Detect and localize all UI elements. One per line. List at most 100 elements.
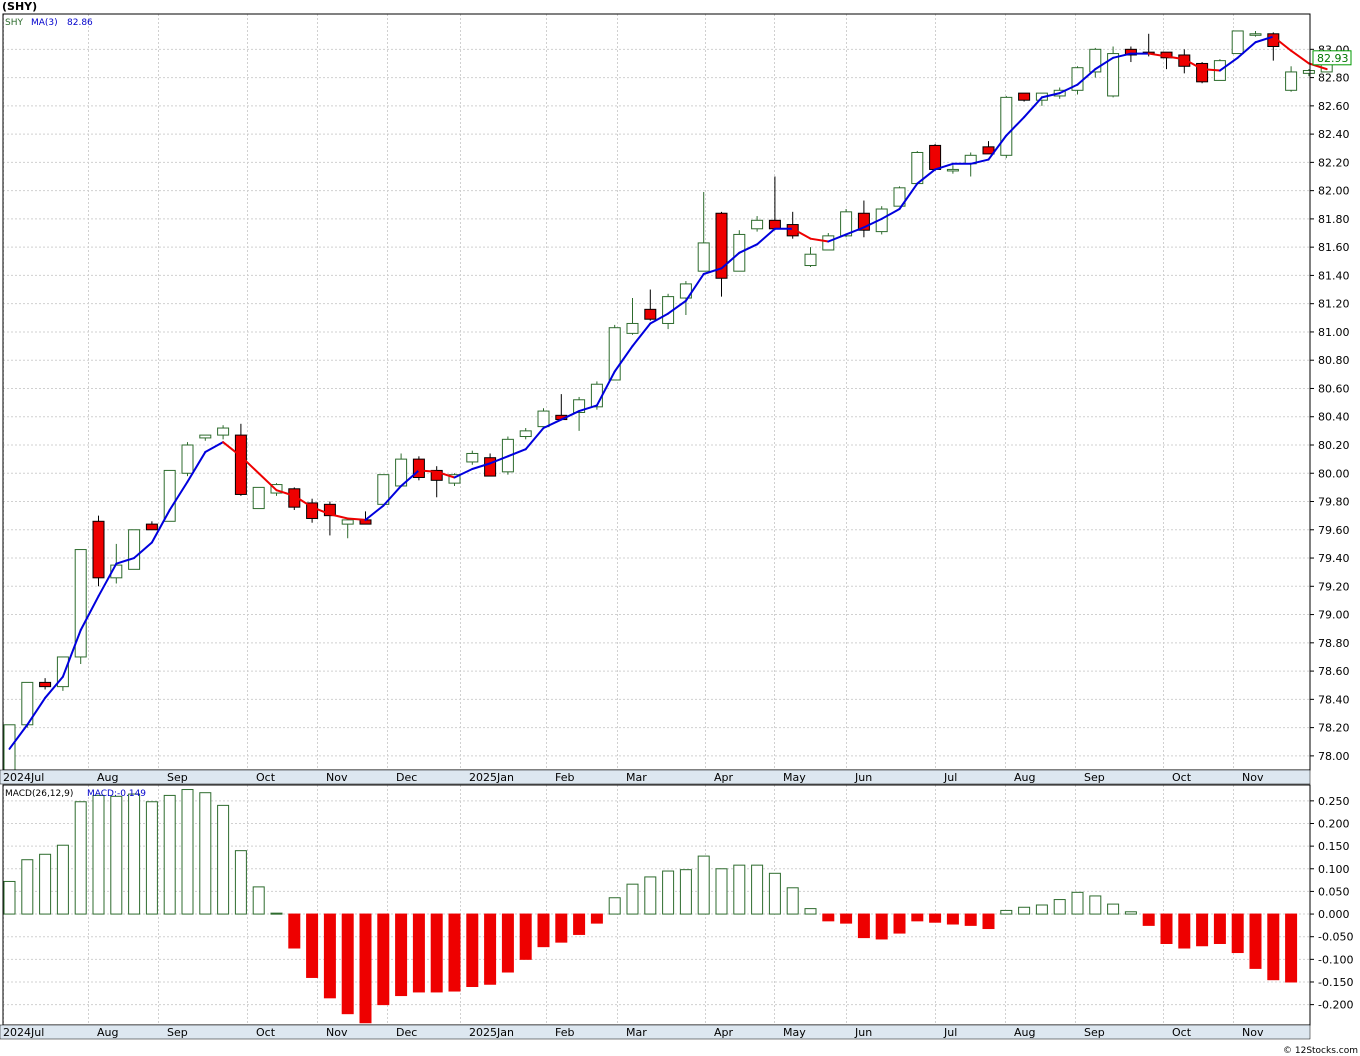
price-tick-label: 82.80 (1318, 72, 1350, 85)
price-tick-label: 79.40 (1318, 552, 1350, 565)
ma-segment (1183, 58, 1204, 71)
x-tick-label: 2024Jul (3, 1026, 44, 1039)
ma-segment (364, 504, 385, 521)
macd-label: MACD(26,12,9) (5, 789, 73, 799)
macd-bar-negative (1196, 913, 1209, 947)
ma-segment (1236, 41, 1257, 59)
ma-segment (133, 541, 153, 560)
x-tick-label: Feb (555, 771, 574, 784)
x-tick-label: Oct (256, 1026, 276, 1039)
candles (3, 30, 1333, 771)
macd-bar-negative (1178, 913, 1191, 949)
ma-segment (1023, 96, 1043, 119)
candle-up (56, 656, 69, 688)
x-tick-label: 2025Jan (469, 771, 514, 784)
ma-segment (738, 243, 759, 254)
candle-up (341, 519, 354, 525)
macd-bar-negative (484, 913, 497, 985)
macd-bar-negative (1142, 913, 1155, 926)
x-tick-label: Mar (626, 771, 647, 784)
price-tick-label: 82.20 (1318, 156, 1350, 169)
candle-down (786, 224, 799, 237)
candle-up (626, 322, 639, 334)
macd-tick-label: 0.050 (1318, 885, 1350, 898)
macd-bar-positive (21, 859, 34, 915)
x-tick-label: Oct (1172, 1026, 1192, 1039)
ma-segment (26, 696, 47, 726)
macd-tick-label: 0.100 (1318, 863, 1350, 876)
price-tick-label: 80.60 (1318, 382, 1350, 395)
macd-bar-negative (1267, 913, 1280, 981)
axes: 78.00 78.20 78.40 78.60 78.80 79.00 79.20 79.40… (0, 13, 1353, 1040)
x-tick-label: Nov (1242, 771, 1264, 784)
candle-down (644, 308, 657, 320)
ma-segment (702, 267, 723, 276)
x-tick-label: Sep (1084, 771, 1105, 784)
ma-segment (791, 227, 812, 240)
price-tick-label: 82.40 (1318, 128, 1350, 141)
ma-segment (898, 182, 919, 211)
candle-down (484, 457, 497, 477)
ma-segment (204, 441, 225, 454)
x-tick-label: Oct (256, 771, 276, 784)
macd-bar-positive (608, 897, 621, 915)
macd-bar-positive (181, 789, 194, 915)
price-grid (3, 14, 1310, 770)
candle-up (1249, 33, 1262, 36)
ma-segment (1218, 56, 1239, 72)
macd-bar-positive (733, 864, 746, 915)
macd-bar-negative (359, 913, 372, 1024)
candle-up (377, 474, 390, 505)
ma-segment (1165, 55, 1186, 61)
candle-down (715, 212, 728, 279)
candle-up (751, 219, 764, 230)
ma-segment (969, 158, 990, 165)
macd-bar-negative (840, 913, 853, 924)
candle-down (1124, 48, 1137, 56)
ma-segment (720, 251, 741, 270)
candle-up (448, 474, 461, 484)
x-tick-label: Jul (943, 1026, 957, 1039)
price-tick-label: 79.20 (1318, 580, 1350, 593)
candle-down (306, 502, 319, 519)
ma-segment (293, 494, 314, 509)
candle-up (74, 549, 87, 658)
macd-bar-negative (1249, 913, 1262, 969)
x-tick-label: Sep (167, 1026, 188, 1039)
price-tick-label: 78.40 (1318, 693, 1350, 706)
ma-segment (827, 233, 848, 243)
x-tick-label: Dec (396, 1026, 417, 1039)
candle-up (163, 469, 176, 522)
candle-up (1107, 53, 1120, 97)
x-tick-label: Mar (626, 1026, 647, 1039)
candle-up (804, 253, 817, 267)
candle-up (1285, 71, 1298, 91)
macd-bar-negative (306, 913, 319, 978)
ma-segment (150, 508, 171, 544)
macd-bar-negative (590, 913, 603, 924)
candle-up (519, 430, 532, 438)
ma-segment (453, 468, 474, 479)
ma-segment (987, 134, 1008, 161)
macd-bar-negative (911, 913, 924, 922)
macd-bar-positive (662, 870, 675, 915)
ma-segment (1076, 68, 1097, 86)
price-tick-label: 78.80 (1318, 637, 1350, 650)
x-tick-label: Jul (943, 771, 957, 784)
macd-bar-negative (946, 913, 959, 925)
macd-bar-negative (964, 913, 977, 926)
ma-segment (115, 557, 136, 565)
candle-down (412, 458, 425, 478)
macd-bar-negative (875, 913, 888, 940)
x-tick-label: Aug (97, 771, 118, 784)
x-tick-label: Oct (1172, 771, 1192, 784)
macd-bar-positive (234, 850, 247, 915)
macd-bar-negative (1285, 913, 1298, 983)
macd-bar-positive (1035, 904, 1048, 915)
macd-bar-positive (39, 853, 52, 915)
candle-down (92, 520, 105, 579)
macd-bar-positive (128, 793, 141, 915)
candle-down (929, 144, 942, 170)
macd-bar-negative (341, 913, 354, 1015)
ma-segment (684, 273, 705, 302)
